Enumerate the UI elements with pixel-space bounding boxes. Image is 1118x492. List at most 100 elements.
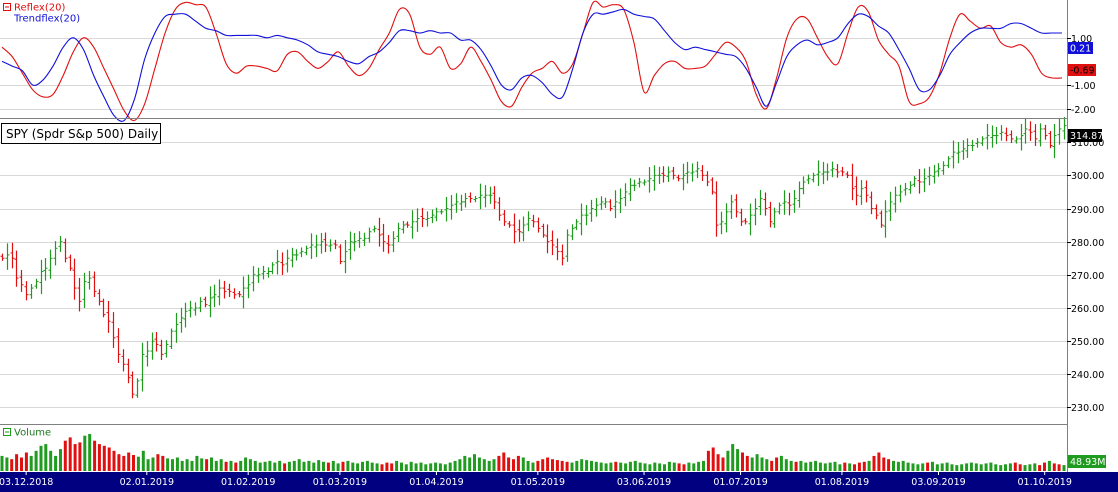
ohlc-bar [545, 224, 550, 254]
volume-bar [741, 452, 744, 471]
ohlc-bar [743, 218, 748, 225]
volume-bar [244, 457, 248, 471]
ohlc-bar [700, 165, 705, 181]
ohlc-bar [0, 253, 5, 261]
ohlc-bar [999, 125, 1004, 141]
ohlc-bar [217, 279, 222, 306]
ohlc-bar [763, 192, 768, 216]
volume-bar [702, 460, 705, 471]
ohlc-bar [1023, 118, 1028, 144]
ohlc-bar [854, 176, 859, 206]
volume-bar [107, 447, 111, 471]
ohlc-bar [459, 194, 464, 211]
volume-bar [1018, 464, 1022, 471]
ohlc-bar [517, 219, 522, 242]
volume-bar [794, 461, 798, 472]
volume-bar [809, 461, 813, 472]
ohlc-bar [777, 202, 782, 215]
volume-bar [468, 457, 472, 471]
x-tick-label: 01.04.2019 [409, 477, 463, 488]
ohlc-bar [140, 342, 145, 392]
price-tick-label: 240.00 [1071, 370, 1104, 381]
ohlc-bar [840, 166, 845, 177]
volume-legend: Volume [3, 428, 51, 439]
volume-bar [434, 462, 438, 471]
volume-bar [0, 455, 4, 471]
ohlc-bar [294, 249, 299, 261]
ohlc-bar [319, 233, 324, 254]
ohlc-bar [724, 203, 729, 233]
volume-bar [663, 464, 666, 471]
volume-bar [896, 461, 900, 472]
ohlc-bar [594, 198, 599, 217]
ohlc-bar [348, 231, 353, 260]
ohlc-bar [468, 192, 473, 203]
legend-volume: Volume [14, 428, 51, 439]
volume-bar [989, 462, 993, 471]
volume-bar [258, 462, 262, 471]
ohlc-bar [372, 225, 377, 233]
ohlc-bar [92, 271, 97, 298]
ohlc-bar [941, 161, 946, 175]
volume-bar [887, 459, 891, 471]
x-tick-label: 03.12.2018 [0, 477, 53, 488]
volume-bar [63, 440, 67, 471]
ohlc-bar [797, 181, 802, 208]
volume-bar [473, 454, 476, 471]
ohlc-bar [657, 166, 662, 184]
ohlc-bar [232, 288, 237, 299]
volume-bar [590, 460, 593, 471]
ohlc-bar [956, 142, 961, 164]
volume-bar [112, 450, 116, 471]
ohlc-bar [685, 161, 690, 184]
volume-bar [59, 449, 62, 471]
volume-bar [253, 460, 257, 471]
volume-bar [502, 452, 506, 471]
volume-bar [370, 462, 374, 471]
volume-bar [721, 457, 725, 471]
volume-bar [838, 464, 842, 471]
ohlc-bar [203, 296, 208, 308]
volume-bar [351, 462, 355, 471]
ohlc-bar [454, 193, 459, 213]
volume-bar [1057, 464, 1061, 471]
volume-bar [39, 445, 43, 471]
volume-bar [692, 463, 696, 471]
volume-bar [901, 460, 905, 471]
volume-bar [346, 460, 350, 471]
volume-bar [628, 461, 632, 472]
ohlc-bar [159, 339, 164, 361]
ohlc-bar [198, 297, 203, 313]
ohlc-bar [825, 163, 830, 181]
ohlc-bar [821, 161, 826, 185]
ohlc-bar [87, 271, 92, 290]
volume-bar [156, 454, 160, 471]
volume-bar [44, 444, 48, 471]
ohlc-bar [512, 213, 517, 244]
trendflex-line [1, 8, 1062, 122]
ohlc-bar [589, 199, 594, 222]
ohlc-bar [671, 166, 676, 180]
volume-bar [531, 462, 535, 471]
volume-bar [1043, 462, 1046, 471]
ohlc-bar [927, 166, 932, 186]
ohlc-bar [555, 238, 560, 261]
ohlc-bar [425, 211, 430, 227]
ohlc-bar [405, 221, 410, 228]
volume-bar [565, 461, 569, 472]
ohlc-bar [488, 186, 493, 204]
ohlc-bar [603, 197, 608, 209]
ohlc-bar [850, 163, 855, 201]
ohlc-bar [521, 216, 526, 242]
volume-bar [551, 459, 554, 471]
ohlc-bar [560, 244, 565, 266]
ohlc-bar [183, 302, 188, 328]
ohlc-bar [584, 205, 589, 226]
ohlc-bar [227, 283, 232, 298]
indicator-tick-label: -2.00 [1071, 105, 1096, 116]
volume-bar [619, 462, 623, 471]
volume-bar [667, 461, 671, 472]
ohlc-bar [912, 176, 917, 187]
ohlc-bar [531, 214, 536, 228]
ohlc-bar [401, 220, 406, 234]
